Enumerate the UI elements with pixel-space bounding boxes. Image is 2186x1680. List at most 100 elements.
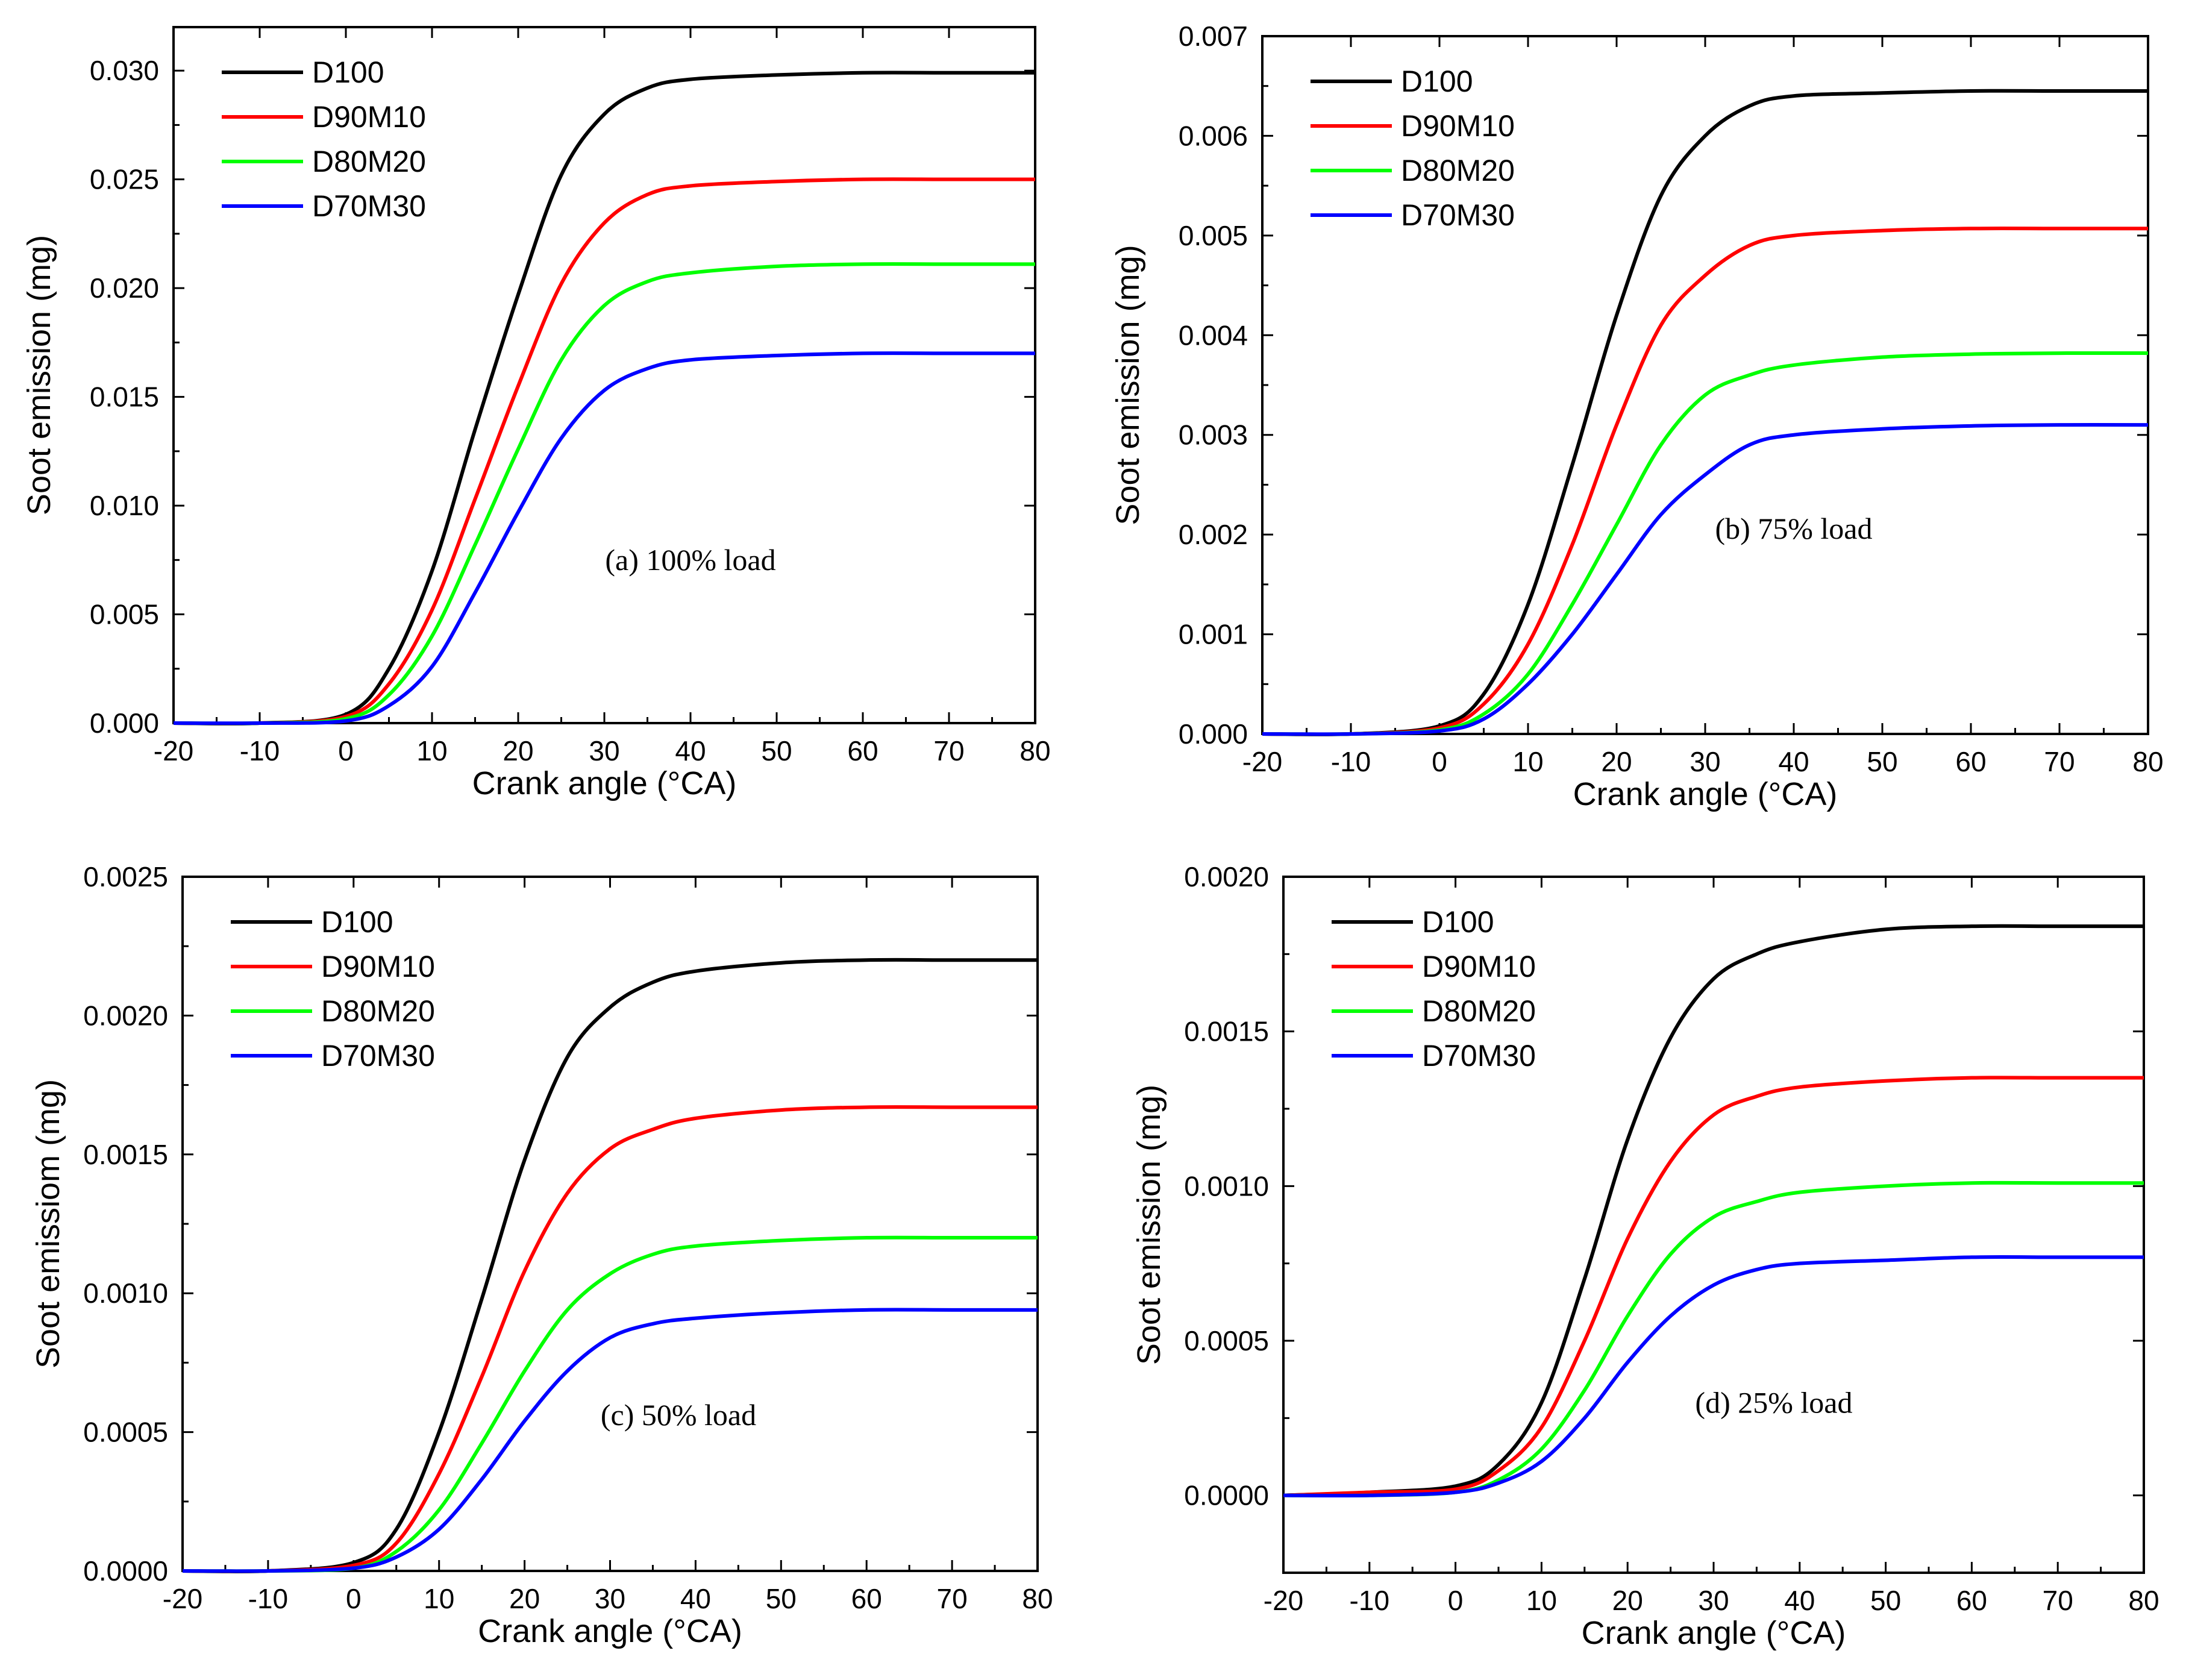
series-line-d70m30 [1262, 423, 2149, 736]
x-tick-label: 30 [1690, 746, 1720, 777]
x-tick-label: 0 [1448, 1585, 1464, 1616]
x-axis-title: Crank angle (°CA) [1573, 776, 1838, 812]
x-tick-label: 70 [933, 735, 964, 766]
y-axis-title: Soot emission (mg) [1131, 1085, 1167, 1365]
x-tick-label: -10 [1350, 1585, 1389, 1616]
x-tick-label: 80 [1019, 735, 1050, 766]
plot-frame [181, 876, 1039, 1572]
legend-label: D80M20 [321, 994, 435, 1028]
series-line-d100 [173, 71, 1035, 726]
y-tick-label: 0.000 [90, 707, 159, 739]
series-line-d100 [1283, 924, 2144, 1497]
x-axis-title: Crank angle (°CA) [472, 765, 737, 801]
x-tick-label: -20 [154, 735, 193, 766]
legend-label: D80M20 [1401, 154, 1515, 187]
x-tick-label: 10 [424, 1583, 454, 1614]
x-tick-label: 80 [1022, 1583, 1053, 1614]
x-tick-label: 70 [2044, 746, 2075, 777]
y-tick-label: 0.006 [1179, 120, 1248, 151]
legend-label: D70M30 [321, 1039, 435, 1073]
x-tick-label: 0 [338, 735, 354, 766]
x-tick-label: 30 [589, 735, 619, 766]
y-tick-label: 0.0025 [83, 861, 168, 892]
series-line-d90m10 [1262, 227, 2148, 736]
legend-label: D90M10 [1422, 950, 1536, 983]
y-tick-label: 0.0020 [1184, 861, 1269, 892]
x-tick-label: 50 [1867, 746, 1897, 777]
x-tick-label: 20 [503, 735, 533, 766]
x-tick-label: 0 [346, 1583, 362, 1614]
legend-label: D70M30 [1422, 1039, 1536, 1073]
x-tick-label: -10 [1331, 746, 1371, 777]
series-line-d100 [182, 958, 1038, 1574]
series-line-d70m30 [173, 351, 1035, 726]
series-line-d90m10 [1283, 1076, 2144, 1497]
series-line-d80m20 [1262, 351, 2149, 736]
x-tick-label: 0 [1432, 746, 1447, 777]
panel-annotation: (d) 25% load [1695, 1385, 1852, 1419]
x-tick-label: 50 [766, 1583, 797, 1614]
y-tick-label: 0.005 [1179, 220, 1248, 251]
legend-label: D90M10 [321, 950, 435, 983]
legend-label: D100 [321, 905, 393, 939]
y-tick-label: 0.010 [90, 490, 159, 521]
plot-frame [1261, 35, 2149, 735]
x-tick-label: -20 [163, 1583, 202, 1614]
y-tick-label: 0.015 [90, 381, 159, 413]
y-tick-label: 0.004 [1179, 319, 1248, 351]
series-line-d80m20 [1283, 1180, 2144, 1498]
legend-label: D80M20 [1422, 994, 1536, 1028]
x-tick-label: 40 [1784, 1585, 1815, 1616]
y-axis-title: Soot emission (mg) [21, 235, 57, 515]
plot-frame [172, 26, 1036, 724]
x-tick-label: 30 [1698, 1585, 1729, 1616]
legend-label: D70M30 [312, 189, 426, 223]
x-tick-label: 70 [937, 1583, 968, 1614]
y-axis-title: Soot emissiom (mg) [30, 1079, 66, 1368]
x-tick-label: 60 [1955, 746, 1986, 777]
x-axis-title: Crank angle (°CA) [1582, 1615, 1846, 1651]
x-tick-label: 10 [1526, 1585, 1557, 1616]
x-tick-label: 60 [847, 735, 878, 766]
legend-label: D100 [312, 55, 384, 89]
y-tick-label: 0.000 [1179, 718, 1248, 750]
x-tick-label: 50 [761, 735, 792, 766]
legend-label: D100 [1401, 64, 1473, 98]
panel-annotation: (a) 100% load [605, 543, 775, 577]
panel-annotation: (b) 75% load [1715, 512, 1872, 545]
series-line-d90m10 [182, 1105, 1038, 1573]
x-tick-label: 20 [1601, 746, 1632, 777]
y-tick-label: 0.0010 [1184, 1170, 1269, 1202]
series-line-d80m20 [173, 262, 1035, 726]
legend-label: D70M30 [1401, 198, 1515, 232]
y-tick-label: 0.025 [90, 164, 159, 195]
x-tick-label: 20 [1612, 1585, 1643, 1616]
y-tick-label: 0.0005 [1184, 1325, 1269, 1356]
x-tick-label: 80 [2132, 746, 2163, 777]
legend-label: D100 [1422, 905, 1494, 939]
series-line-d70m30 [1283, 1255, 2144, 1498]
y-axis-title: Soot emission (mg) [1110, 245, 1146, 525]
y-tick-label: 0.0005 [83, 1417, 168, 1448]
legend-label: D90M10 [312, 100, 426, 134]
x-tick-label: 40 [680, 1583, 711, 1614]
x-tick-label: -10 [240, 735, 280, 766]
x-tick-label: 10 [1512, 746, 1543, 777]
legend-label: D80M20 [312, 145, 426, 178]
y-tick-label: 0.020 [90, 272, 159, 304]
y-tick-label: 0.0010 [83, 1277, 168, 1309]
panel-annotation: (c) 50% load [601, 1398, 756, 1432]
y-tick-label: 0.001 [1179, 619, 1248, 650]
y-tick-label: 0.002 [1179, 519, 1248, 550]
y-tick-label: 0.007 [1179, 20, 1248, 52]
y-tick-label: 0.0015 [1184, 1016, 1269, 1047]
series-line-d90m10 [173, 177, 1035, 726]
y-tick-label: 0.0015 [83, 1139, 168, 1170]
y-tick-label: 0.030 [90, 55, 159, 86]
x-tick-label: 40 [1778, 746, 1809, 777]
y-tick-label: 0.0000 [1184, 1480, 1269, 1511]
x-tick-label: 20 [509, 1583, 540, 1614]
series-line-d100 [1262, 89, 2148, 736]
